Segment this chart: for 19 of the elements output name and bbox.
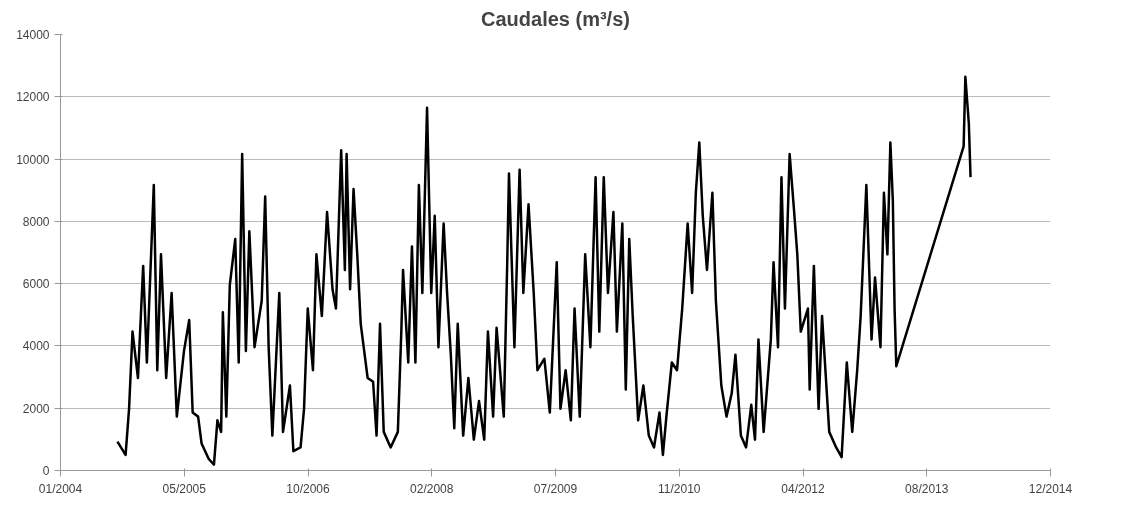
x-tick-label: 11/2010	[658, 481, 701, 496]
y-tick-label: 12000	[16, 90, 50, 105]
y-tick-label: 10000	[16, 152, 50, 167]
y-tick-label: 4000	[22, 339, 50, 354]
x-tick-label: 12/2014	[1028, 481, 1073, 496]
x-tick-label: 05/2005	[162, 481, 207, 496]
x-tick-label: 10/2006	[286, 481, 331, 496]
x-tick-label: 02/2008	[410, 481, 454, 496]
chart-title: Caudales (m³/s)	[481, 7, 630, 30]
line-series	[116, 75, 972, 466]
x-tick-label: 08/2013	[905, 481, 949, 496]
x-tick-label: 04/2012	[781, 481, 826, 496]
y-tick-label: 6000	[22, 277, 50, 292]
x-tick-label: 01/2004	[38, 481, 83, 496]
x-tick-label: 07/2009	[533, 481, 578, 496]
y-tick-label: 2000	[22, 401, 50, 416]
y-tick-label: 0	[42, 464, 50, 478]
y-tick-label: 14000	[16, 28, 50, 42]
y-tick-label: 8000	[22, 214, 50, 229]
